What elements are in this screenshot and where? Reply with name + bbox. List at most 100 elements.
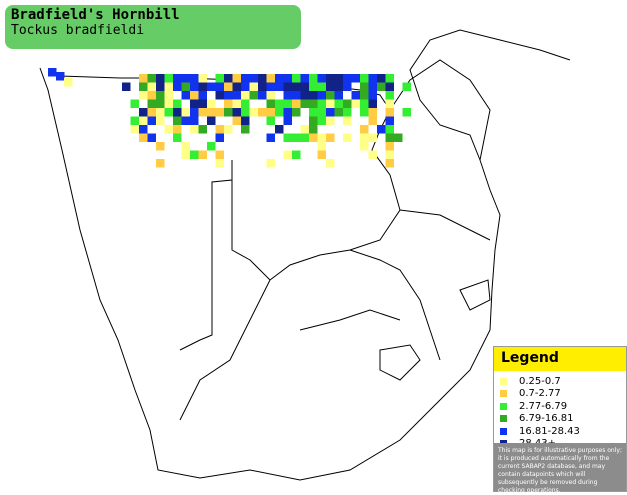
grid-cell (343, 99, 352, 108)
grid-cell (385, 82, 394, 91)
legend-label: 6.79-16.81 (519, 413, 574, 425)
grid-cell (156, 74, 165, 83)
legend: Legend 0.25-0.7 0.7-2.77 2.77-6.79 6.79-16.… (493, 346, 627, 494)
grid-cell (164, 91, 173, 100)
grid-cell (173, 125, 182, 134)
grid-cell (266, 108, 275, 117)
grid-cell (241, 82, 250, 91)
grid-cell (249, 82, 258, 91)
title-box: Bradfield's Hornbill Tockus bradfieldi (5, 5, 301, 49)
grid-cell (224, 108, 233, 117)
grid-cell (198, 82, 207, 91)
grid-cell (309, 74, 318, 83)
grid-cell (130, 99, 139, 108)
grid-cell (266, 91, 275, 100)
grid-cell (173, 133, 182, 142)
grid-cell (232, 74, 241, 83)
grid-cell (156, 91, 165, 100)
grid-cell (156, 82, 165, 91)
grid-cell (300, 82, 309, 91)
grid-cell (343, 108, 352, 117)
grid-cell (317, 74, 326, 83)
grid-cell (385, 125, 394, 134)
grid-cell (317, 108, 326, 117)
coastline (39, 29, 571, 481)
grid-cell (385, 150, 394, 159)
grid-cell (368, 133, 377, 142)
grid-cell (190, 82, 199, 91)
grid-cell (317, 142, 326, 151)
grid-cell (283, 108, 292, 117)
grid-cell (368, 74, 377, 83)
grid-cell (207, 116, 216, 125)
grid-cell (173, 82, 182, 91)
grid-cell (232, 116, 241, 125)
legend-swatch (500, 415, 507, 423)
legend-item: 6.79-16.81 (500, 413, 620, 426)
grid-cell (207, 82, 216, 91)
grid-cell (173, 74, 182, 83)
legend-swatch (500, 427, 507, 435)
grid-cell (326, 91, 335, 100)
grid-cell (326, 99, 335, 108)
grid-cell (232, 108, 241, 117)
grid-cell (139, 91, 148, 100)
grid-cell (122, 82, 131, 91)
grid-cell (173, 99, 182, 108)
grid-cell (190, 108, 199, 117)
grid-cell (377, 74, 386, 83)
legend-item: 16.81-28.43 (500, 425, 620, 438)
legend-item: 0.7-2.77 (500, 388, 620, 401)
grid-cell (394, 133, 403, 142)
grid-cell (326, 133, 335, 142)
grid-cell (309, 116, 318, 125)
grid-cell (147, 74, 156, 83)
grid-cell (64, 78, 73, 87)
grid-cell (130, 116, 139, 125)
grid-cell (224, 82, 233, 91)
grid-cell (385, 116, 394, 125)
grid-cell (334, 74, 343, 83)
grid-cell (215, 82, 224, 91)
grid-cell (224, 91, 233, 100)
grid-cell (368, 150, 377, 159)
grid-cell (292, 82, 301, 91)
grid-cell (317, 91, 326, 100)
grid-cell (334, 99, 343, 108)
grid-cell (198, 125, 207, 134)
grid-cell (130, 125, 139, 134)
grid-cell (173, 108, 182, 117)
grid-cell (326, 74, 335, 83)
grid-cell (156, 108, 165, 117)
grid-cell (334, 91, 343, 100)
grid-cell (241, 116, 250, 125)
grid-cell (368, 82, 377, 91)
grid-cell (309, 91, 318, 100)
grid-cell (266, 74, 275, 83)
grid-cell (385, 74, 394, 83)
grid-cell (309, 108, 318, 117)
grid-cell (241, 74, 250, 83)
grid-cell (56, 72, 65, 81)
grid-cell (139, 133, 148, 142)
grid-cell (317, 99, 326, 108)
grid-cell (164, 108, 173, 117)
grid-cell (377, 125, 386, 134)
grid-cell (147, 108, 156, 117)
grid-cell (156, 142, 165, 151)
grid-cell (48, 68, 57, 77)
grid-cell (215, 108, 224, 117)
grid-cell (360, 99, 369, 108)
grid-cell (198, 150, 207, 159)
grid-cell (139, 108, 148, 117)
grid-cell (309, 99, 318, 108)
legend-item: 2.77-6.79 (500, 400, 620, 413)
grid-cell (241, 125, 250, 134)
grid-cell (224, 74, 233, 83)
grid-cell (139, 125, 148, 134)
grid-cell (326, 108, 335, 117)
grid-cell (385, 108, 394, 117)
grid-cell (198, 74, 207, 83)
grid-cell (164, 99, 173, 108)
grid-cell (232, 91, 241, 100)
